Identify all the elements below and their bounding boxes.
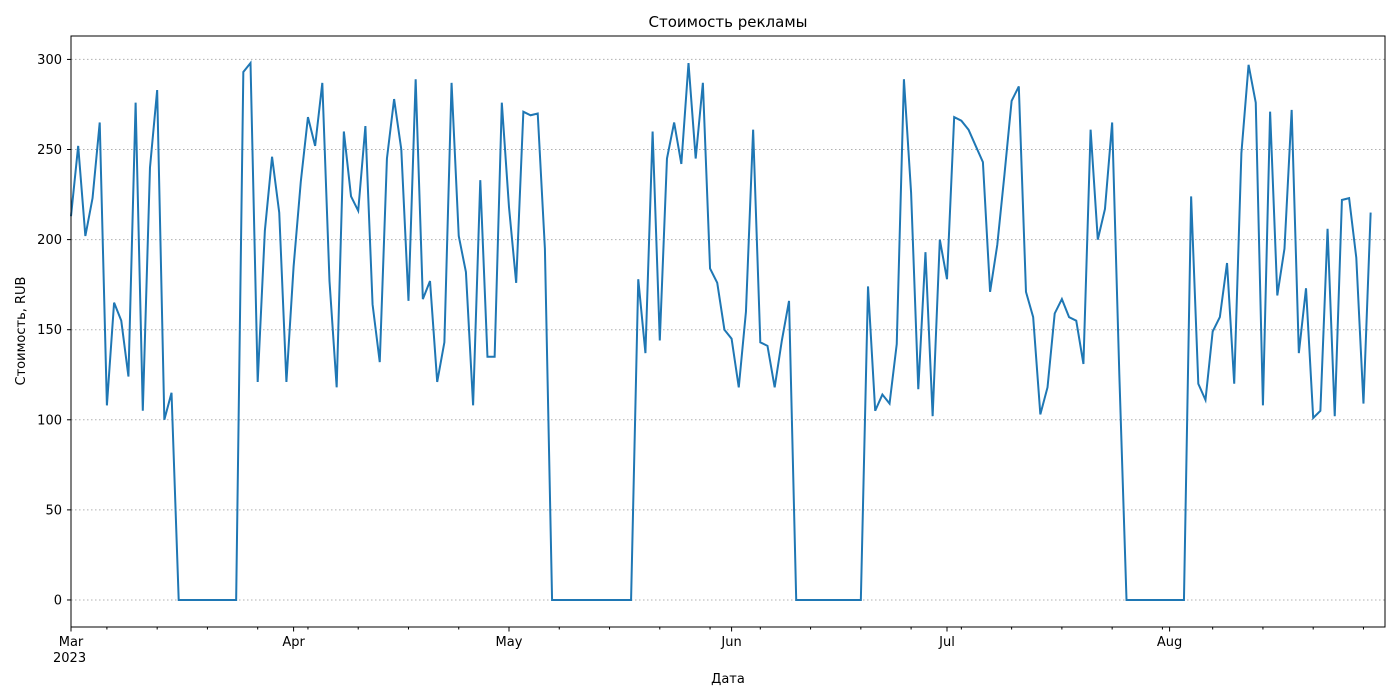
x-tick-label: May bbox=[496, 635, 523, 650]
x-tick-label: Jun bbox=[720, 635, 741, 650]
y-tick-label: 150 bbox=[37, 323, 62, 338]
chart-title: Стоимость рекламы bbox=[649, 13, 808, 31]
x-axis-title: Дата bbox=[711, 672, 745, 687]
y-axis-title: Стоимость, RUB bbox=[14, 277, 29, 386]
grid-lines bbox=[71, 58, 1385, 601]
y-tick-label: 300 bbox=[37, 53, 62, 68]
y-axis: 0 50 100 150 200 250 300 bbox=[37, 53, 71, 608]
y-tick-label: 100 bbox=[37, 413, 62, 428]
y-tick-label: 200 bbox=[37, 233, 62, 248]
series-line-ad-cost bbox=[70, 60, 1372, 601]
x-tick-year-label: 2023 bbox=[53, 651, 86, 666]
y-tick-label: 50 bbox=[45, 503, 62, 518]
plot-frame bbox=[70, 35, 1386, 628]
y-tick-label: 250 bbox=[37, 143, 62, 158]
y-tick-label: 0 bbox=[54, 593, 62, 608]
x-tick-label: Aug bbox=[1157, 635, 1182, 650]
x-tick-label: Apr bbox=[282, 635, 305, 650]
x-tick-label: Jul bbox=[938, 635, 955, 650]
x-tick-label: Mar bbox=[59, 635, 84, 650]
